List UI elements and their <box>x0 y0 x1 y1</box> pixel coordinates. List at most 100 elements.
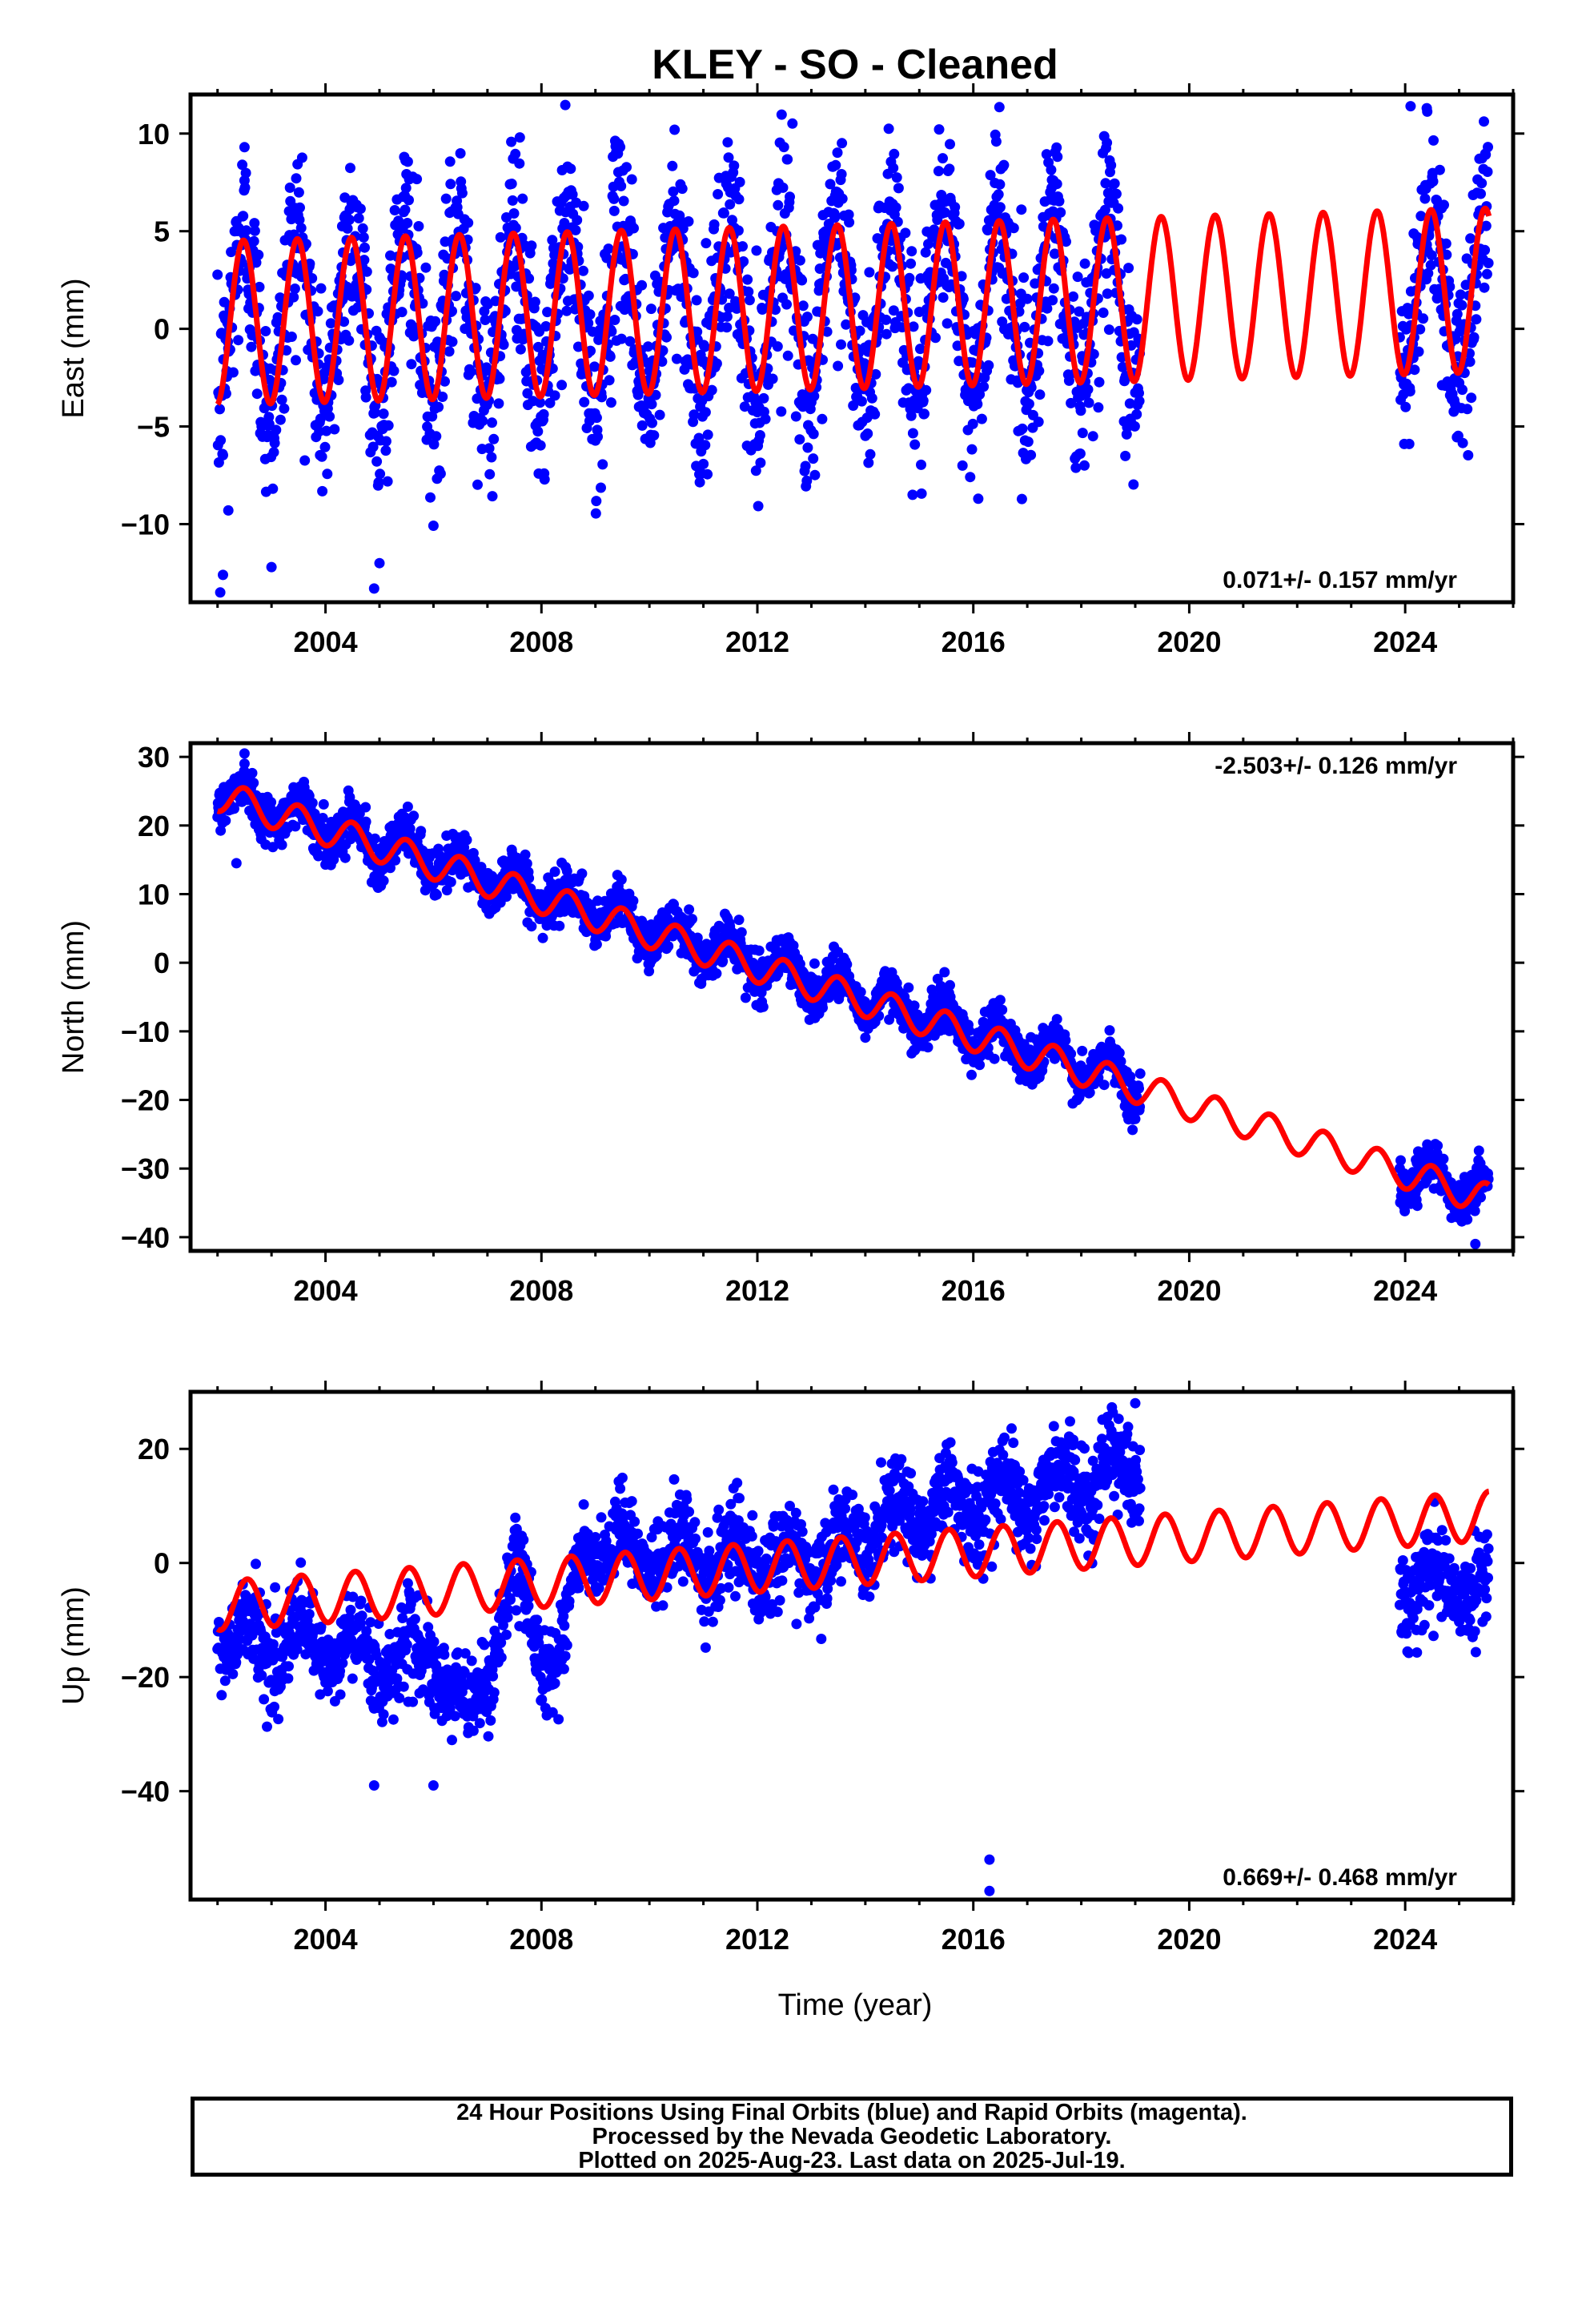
data-point <box>711 358 722 369</box>
data-point <box>445 876 456 887</box>
data-point <box>671 353 682 364</box>
data-point <box>263 419 275 429</box>
data-point <box>1428 135 1439 146</box>
data-point <box>643 341 653 352</box>
data-point <box>917 395 929 406</box>
data-point <box>269 1701 279 1712</box>
data-point <box>1452 308 1463 320</box>
data-point <box>223 505 234 516</box>
data-point <box>994 102 1005 113</box>
data-point <box>758 392 769 404</box>
data-point <box>1098 1080 1110 1091</box>
data-point <box>1440 238 1452 249</box>
data-point <box>1026 449 1037 460</box>
data-point <box>944 163 955 175</box>
data-point <box>565 163 576 175</box>
x-tick-label: 2012 <box>725 625 789 658</box>
data-point <box>699 341 710 352</box>
data-point <box>437 392 448 402</box>
data-point <box>945 979 955 991</box>
data-point <box>291 173 302 184</box>
data-point <box>1468 332 1480 343</box>
data-point <box>829 212 841 223</box>
data-point <box>603 243 614 255</box>
data-point <box>938 153 948 164</box>
data-point <box>865 448 876 460</box>
data-point <box>1434 164 1445 175</box>
x-tick-label: 2024 <box>1373 1274 1437 1307</box>
data-point <box>757 1001 769 1012</box>
data-point <box>700 440 711 451</box>
data-point <box>1017 423 1028 434</box>
x-tick-label: 2020 <box>1157 1274 1221 1307</box>
y-tick-label: 0 <box>154 313 170 346</box>
data-point <box>396 307 408 318</box>
data-point <box>368 583 379 594</box>
data-point <box>286 332 297 342</box>
data-point <box>289 283 300 294</box>
data-point <box>1061 236 1071 247</box>
data-point <box>288 292 299 303</box>
data-point <box>215 435 227 446</box>
data-point <box>787 118 798 129</box>
data-point <box>679 364 690 375</box>
data-point <box>854 325 865 336</box>
data-point <box>661 332 672 343</box>
data-point <box>1054 195 1065 207</box>
data-point <box>738 256 749 267</box>
data-point <box>1482 167 1493 177</box>
data-point <box>262 1721 272 1732</box>
data-point <box>903 982 914 993</box>
data-point <box>881 314 892 325</box>
data-point <box>1134 1083 1144 1094</box>
data-point <box>400 204 411 215</box>
data-point <box>978 381 990 392</box>
data-point <box>721 322 733 333</box>
data-point <box>1106 159 1117 171</box>
data-point <box>1033 416 1044 428</box>
data-point <box>1462 404 1473 415</box>
data-point <box>544 397 556 408</box>
data-point <box>487 491 498 502</box>
data-point <box>268 447 279 458</box>
data-point <box>535 440 546 451</box>
data-point <box>1077 428 1088 439</box>
data-point <box>526 240 537 251</box>
data-point <box>239 142 250 153</box>
data-point <box>447 336 458 348</box>
data-point <box>864 267 875 278</box>
data-point <box>1070 462 1082 473</box>
data-point <box>521 858 532 869</box>
data-point <box>239 748 250 759</box>
data-point <box>921 384 932 396</box>
data-point <box>1439 199 1449 211</box>
data-point <box>324 411 335 422</box>
data-point <box>755 457 766 468</box>
data-point <box>506 136 517 147</box>
data-point <box>561 305 572 316</box>
data-point <box>359 255 370 266</box>
data-point <box>1023 398 1034 409</box>
data-point <box>238 211 249 222</box>
data-point <box>465 366 476 377</box>
data-point <box>295 202 305 213</box>
data-point <box>976 413 987 424</box>
data-point <box>817 1002 828 1013</box>
data-point <box>591 496 602 507</box>
data-point <box>1104 1025 1115 1036</box>
data-point <box>907 428 918 439</box>
data-point <box>517 193 528 204</box>
data-point <box>776 109 787 120</box>
data-point <box>753 945 765 956</box>
data-point <box>694 476 705 488</box>
data-point <box>889 148 900 159</box>
data-point <box>490 296 501 307</box>
data-point <box>1409 364 1420 376</box>
data-point <box>1117 361 1128 372</box>
data-point <box>369 833 380 844</box>
data-point <box>1479 282 1490 293</box>
data-point <box>1074 448 1086 459</box>
data-point <box>425 492 436 503</box>
data-point <box>267 842 279 853</box>
data-point <box>942 318 953 329</box>
